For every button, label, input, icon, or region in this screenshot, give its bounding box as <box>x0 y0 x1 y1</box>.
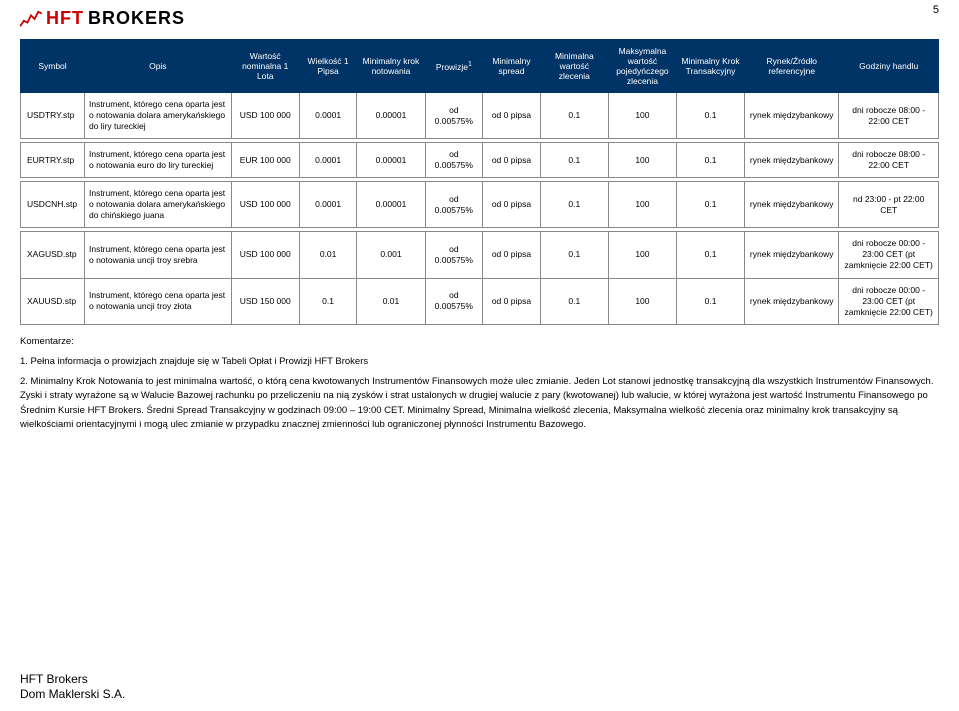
cell-c7: 0.1 <box>540 182 608 228</box>
cell-c9: 0.1 <box>676 232 744 278</box>
comments-title: Komentarze: <box>20 335 939 349</box>
cell-c4: 0.00001 <box>357 182 425 228</box>
table-row: USDTRY.stpInstrument, którego cena opart… <box>21 93 939 139</box>
cell-symbol: EURTRY.stp <box>21 143 85 178</box>
col-nominal: Wartość nominalna 1 Lota <box>231 40 299 93</box>
cell-c11: dni robocze 08:00 - 22:00 CET <box>839 93 939 139</box>
cell-c8: 100 <box>608 278 676 324</box>
table-header-row: Symbol Opis Wartość nominalna 1 Lota Wie… <box>21 40 939 93</box>
cell-c8: 100 <box>608 232 676 278</box>
cell-c11: dni robocze 08:00 - 22:00 CET <box>839 143 939 178</box>
table-row: XAUUSD.stpInstrument, którego cena opart… <box>21 278 939 324</box>
cell-c5: od 0.00575% <box>425 182 483 228</box>
cell-symbol: XAUUSD.stp <box>21 278 85 324</box>
cell-c5: od 0.00575% <box>425 143 483 178</box>
cell-c4: 0.00001 <box>357 143 425 178</box>
cell-symbol: USDCNH.stp <box>21 182 85 228</box>
cell-opis: Instrument, którego cena oparta jest o n… <box>84 278 231 324</box>
cell-c2: USD 100 000 <box>231 93 299 139</box>
cell-c6: od 0 pipsa <box>483 278 541 324</box>
cell-c2: USD 150 000 <box>231 278 299 324</box>
cell-c7: 0.1 <box>540 278 608 324</box>
cell-c2: USD 100 000 <box>231 232 299 278</box>
cell-c6: od 0 pipsa <box>483 232 541 278</box>
cell-c10: rynek międzybankowy <box>745 182 839 228</box>
instruments-table: Symbol Opis Wartość nominalna 1 Lota Wie… <box>20 39 939 325</box>
col-krok: Minimalny krok notowania <box>357 40 425 93</box>
logo-icon <box>20 10 42 28</box>
cell-opis: Instrument, którego cena oparta jest o n… <box>84 182 231 228</box>
cell-c7: 0.1 <box>540 232 608 278</box>
col-opis: Opis <box>84 40 231 93</box>
cell-c9: 0.1 <box>676 182 744 228</box>
cell-symbol: XAGUSD.stp <box>21 232 85 278</box>
footer-line-2: Dom Maklerski S.A. <box>20 687 125 703</box>
cell-c4: 0.01 <box>357 278 425 324</box>
cell-c8: 100 <box>608 93 676 139</box>
cell-c3: 0.1 <box>299 278 357 324</box>
col-rynek: Rynek/Źródło referencyjne <box>745 40 839 93</box>
page-number: 5 <box>933 4 939 16</box>
cell-c5: od 0.00575% <box>425 232 483 278</box>
cell-opis: Instrument, którego cena oparta jest o n… <box>84 93 231 139</box>
cell-c9: 0.1 <box>676 278 744 324</box>
cell-c9: 0.1 <box>676 93 744 139</box>
cell-c2: EUR 100 000 <box>231 143 299 178</box>
cell-c11: dni robocze 00:00 - 23:00 CET (pt zamkni… <box>839 232 939 278</box>
cell-c3: 0.0001 <box>299 93 357 139</box>
col-pips: Wielkość 1 Pipsa <box>299 40 357 93</box>
cell-c11: nd 23:00 - pt 22:00 CET <box>839 182 939 228</box>
footer-line-1: HFT Brokers <box>20 672 125 688</box>
col-min-zlec: Minimalna wartość zlecenia <box>540 40 608 93</box>
col-spread: Minimalny spread <box>483 40 541 93</box>
col-godziny: Godziny handlu <box>839 40 939 93</box>
cell-c4: 0.001 <box>357 232 425 278</box>
cell-c6: od 0 pipsa <box>483 143 541 178</box>
col-min-krok-trans: Minimalny Krok Transakcyjny <box>676 40 744 93</box>
cell-c10: rynek międzybankowy <box>745 232 839 278</box>
cell-c3: 0.01 <box>299 232 357 278</box>
logo-sub: BROKERS <box>88 8 185 29</box>
cell-c8: 100 <box>608 143 676 178</box>
cell-c7: 0.1 <box>540 93 608 139</box>
cell-c9: 0.1 <box>676 143 744 178</box>
comment-2: 2. Minimalny Krok Notowania to jest mini… <box>20 375 939 432</box>
cell-c6: od 0 pipsa <box>483 182 541 228</box>
cell-c2: USD 100 000 <box>231 182 299 228</box>
cell-c10: rynek międzybankowy <box>745 143 839 178</box>
cell-c10: rynek międzybankowy <box>745 278 839 324</box>
cell-symbol: USDTRY.stp <box>21 93 85 139</box>
table-row: EURTRY.stpInstrument, którego cena opart… <box>21 143 939 178</box>
cell-c4: 0.00001 <box>357 93 425 139</box>
table-row: XAGUSD.stpInstrument, którego cena opart… <box>21 232 939 278</box>
logo: HFT BROKERS <box>20 8 939 29</box>
comments-section: Komentarze: 1. Pełna informacja o prowiz… <box>20 335 939 433</box>
comment-1: 1. Pełna informacja o prowizjach znajduj… <box>20 355 939 369</box>
logo-main: HFT <box>46 8 84 29</box>
cell-c11: dni robocze 00:00 - 23:00 CET (pt zamkni… <box>839 278 939 324</box>
col-prowizje: Prowizje1 <box>425 40 483 93</box>
cell-c6: od 0 pipsa <box>483 93 541 139</box>
col-max-zlec: Maksymalna wartość pojedyńczego zlecenia <box>608 40 676 93</box>
col-symbol: Symbol <box>21 40 85 93</box>
cell-c8: 100 <box>608 182 676 228</box>
cell-opis: Instrument, którego cena oparta jest o n… <box>84 232 231 278</box>
cell-c10: rynek międzybankowy <box>745 93 839 139</box>
cell-c5: od 0.00575% <box>425 93 483 139</box>
cell-c7: 0.1 <box>540 143 608 178</box>
cell-c3: 0.0001 <box>299 143 357 178</box>
cell-opis: Instrument, którego cena oparta jest o n… <box>84 143 231 178</box>
table-row: USDCNH.stpInstrument, którego cena opart… <box>21 182 939 228</box>
cell-c5: od 0.00575% <box>425 278 483 324</box>
cell-c3: 0.0001 <box>299 182 357 228</box>
footer: HFT Brokers Dom Maklerski S.A. <box>20 672 125 703</box>
